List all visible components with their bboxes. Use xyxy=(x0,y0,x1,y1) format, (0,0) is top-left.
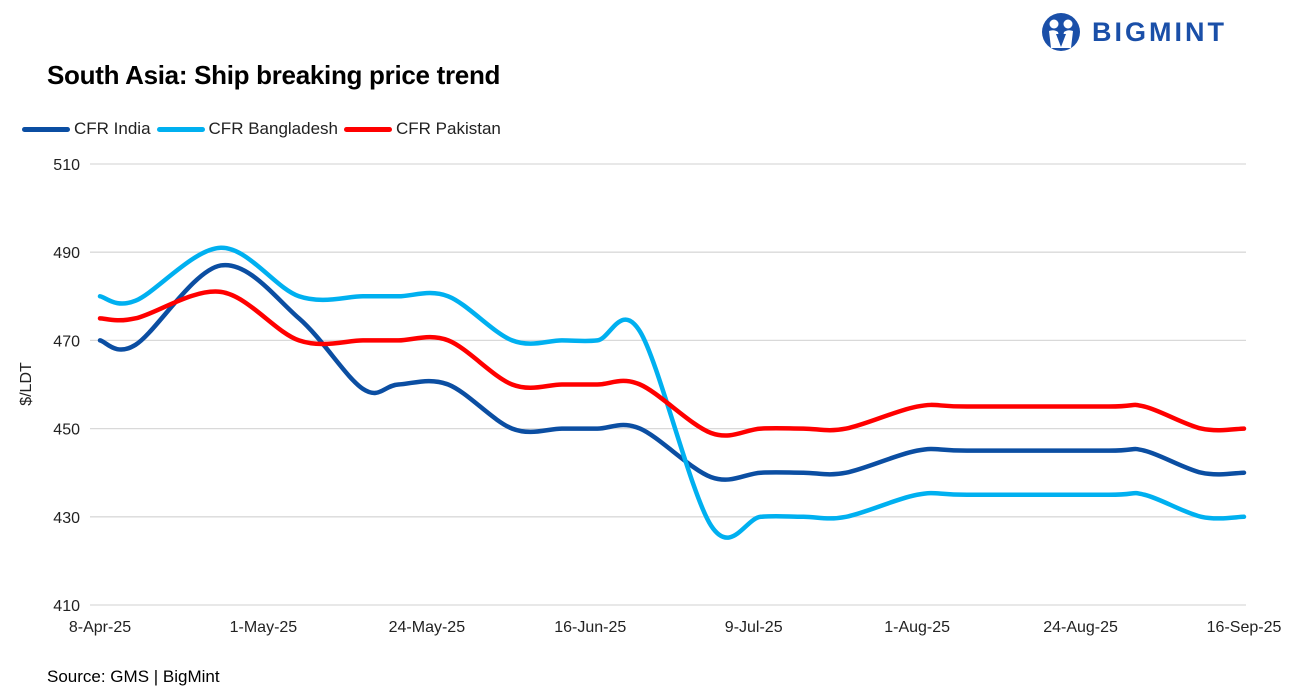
y-tick-label: 490 xyxy=(53,245,80,262)
legend-item-pakistan: CFR Pakistan xyxy=(344,119,501,139)
bigmint-logo-text: BIGMINT xyxy=(1092,16,1227,47)
x-tick-label: 16-Jun-25 xyxy=(554,619,626,636)
legend-swatch xyxy=(344,126,392,132)
legend-swatch xyxy=(156,126,205,132)
legend-item-bangladesh: CFR Bangladesh xyxy=(156,119,338,139)
y-axis-label: $/LDT xyxy=(18,362,35,406)
y-tick-label: 410 xyxy=(53,598,80,615)
x-tick-label: 24-May-25 xyxy=(389,619,466,636)
bigmint-logo: BIGMINT xyxy=(1040,12,1227,52)
series-line-cfr-india xyxy=(97,262,1247,482)
chart-title: South Asia: Ship breaking price trend xyxy=(47,60,501,90)
y-tick-label: 510 xyxy=(53,157,80,174)
x-tick-label: 1-Aug-25 xyxy=(884,619,950,636)
y-tick-label: 450 xyxy=(53,422,80,439)
y-tick-label: 430 xyxy=(53,510,80,527)
bigmint-logo-icon xyxy=(1042,13,1080,51)
x-tick-label: 16-Sep-25 xyxy=(1207,619,1282,636)
series-line-cfr-bangladesh xyxy=(97,245,1247,540)
legend-swatch xyxy=(22,126,70,132)
legend-item-india: CFR India xyxy=(22,119,151,139)
x-tick-label: 9-Jul-25 xyxy=(725,619,783,636)
x-tick-label: 1-May-25 xyxy=(230,619,298,636)
source-note: Source: GMS | BigMint xyxy=(47,667,220,686)
legend: CFR India CFR Bangladesh CFR Pakistan xyxy=(22,119,501,139)
x-tick-label: 24-Aug-25 xyxy=(1043,619,1118,636)
y-tick-label: 470 xyxy=(53,333,80,350)
x-tick-label: 8-Apr-25 xyxy=(69,619,131,636)
